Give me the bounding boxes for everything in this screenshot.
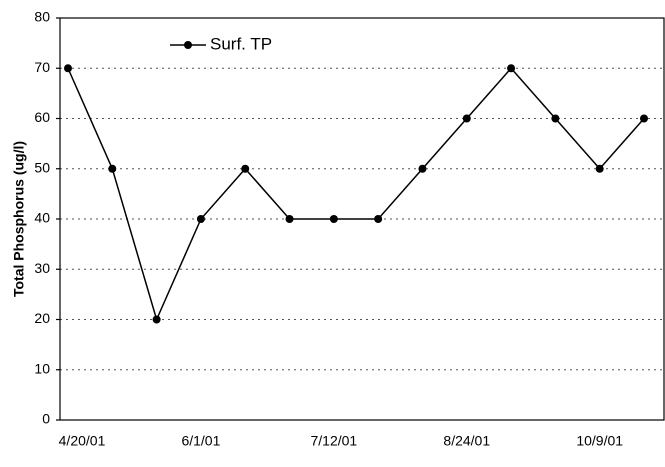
x-tick-label: 8/24/01 — [443, 433, 490, 449]
x-tick-label: 7/12/01 — [310, 433, 357, 449]
marker — [241, 164, 250, 173]
legend-marker — [184, 41, 192, 49]
marker — [196, 215, 205, 223]
marker — [329, 215, 338, 223]
y-axis-label: Total Phosphorus (ug/l) — [11, 141, 27, 297]
y-tick-label: 0 — [42, 411, 50, 427]
line — [67, 67, 645, 322]
y-tick-label: 80 — [34, 9, 50, 25]
y-tick-label: 20 — [34, 310, 50, 326]
marker — [374, 215, 383, 223]
marker — [507, 64, 516, 73]
marker — [64, 64, 72, 73]
y-tick-label: 10 — [34, 360, 50, 376]
y-tick-label: 40 — [34, 210, 50, 226]
marker — [640, 114, 648, 123]
x-tick-label: 10/9/01 — [576, 433, 623, 449]
marker — [418, 164, 427, 173]
marker — [595, 164, 604, 173]
y-tick-label: 70 — [34, 59, 50, 75]
marker — [108, 164, 117, 173]
y-tick-label: 60 — [34, 109, 50, 125]
x-tick-label: 4/20/01 — [59, 433, 106, 449]
marker — [551, 114, 560, 123]
plot-frame — [59, 17, 665, 421]
y-tick-label: 30 — [34, 260, 50, 276]
marker — [152, 315, 161, 324]
legend-label: Surf. TP — [210, 34, 272, 53]
x-tick-label: 6/1/01 — [181, 433, 220, 449]
marker — [285, 215, 294, 223]
marker — [462, 114, 471, 123]
y-tick-label: 50 — [34, 159, 50, 175]
